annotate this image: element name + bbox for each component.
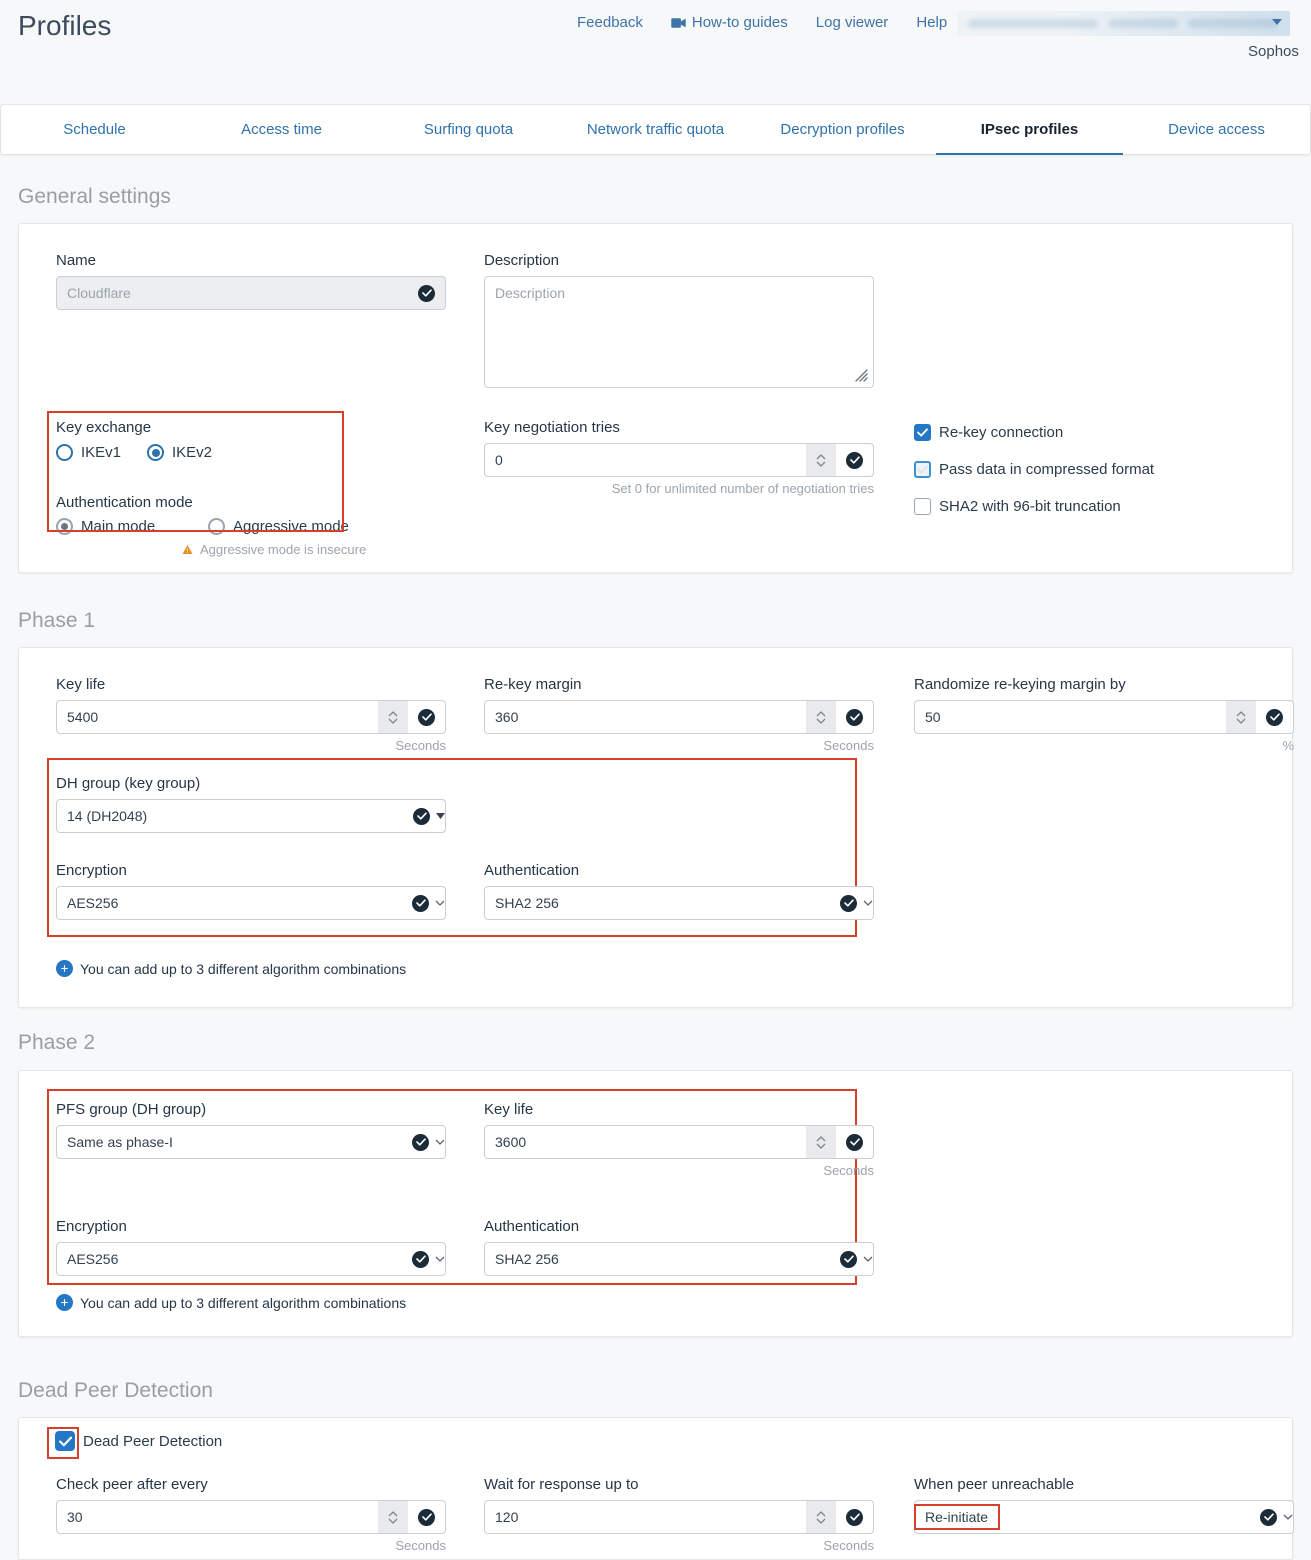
svg-text:!: ! <box>187 548 189 555</box>
